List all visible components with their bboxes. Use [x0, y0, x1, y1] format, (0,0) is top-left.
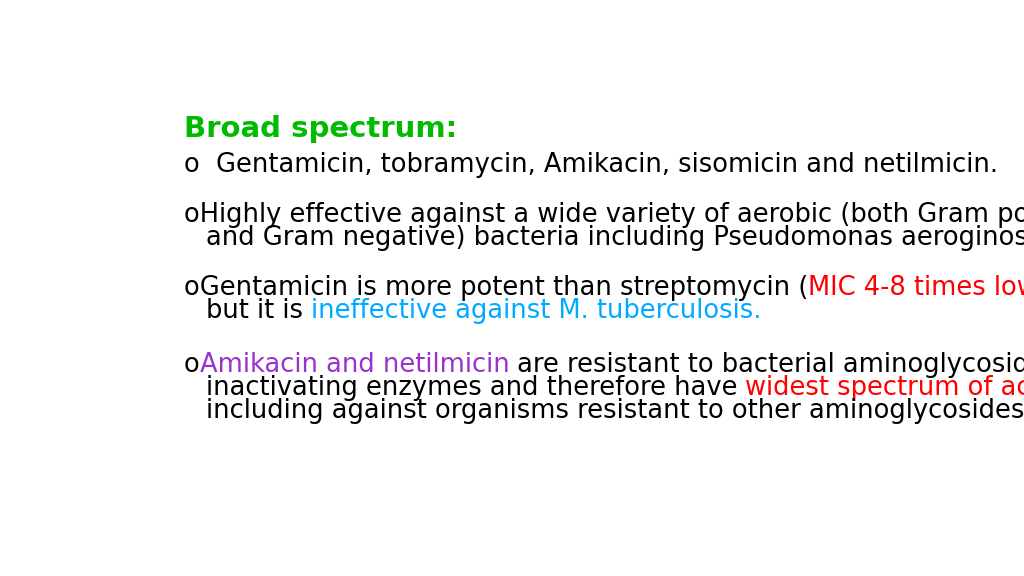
Text: widest spectrum of activity: widest spectrum of activity [745, 375, 1024, 401]
Text: including against organisms resistant to other aminoglycosides.: including against organisms resistant to… [206, 398, 1024, 424]
Text: inactivating enzymes and therefore have: inactivating enzymes and therefore have [206, 375, 745, 401]
Text: o: o [183, 352, 200, 378]
Text: and Gram negative) bacteria including Pseudomonas aeroginosa.: and Gram negative) bacteria including Ps… [206, 225, 1024, 251]
Text: ineffective against M. tuberculosis.: ineffective against M. tuberculosis. [310, 298, 761, 324]
Text: but it is: but it is [206, 298, 310, 324]
Text: Amikacin and netilmicin: Amikacin and netilmicin [200, 352, 509, 378]
Text: MIC 4-8 times lower: MIC 4-8 times lower [808, 275, 1024, 301]
Text: oHighly effective against a wide variety of aerobic (both Gram positive: oHighly effective against a wide variety… [183, 202, 1024, 228]
Text: Broad spectrum:: Broad spectrum: [183, 115, 457, 143]
Text: oGentamicin is more potent than streptomycin (: oGentamicin is more potent than streptom… [183, 275, 808, 301]
Text: o  Gentamicin, tobramycin, Amikacin, sisomicin and netilmicin.: o Gentamicin, tobramycin, Amikacin, siso… [183, 151, 997, 177]
Text: are resistant to bacterial aminoglycoside: are resistant to bacterial aminoglycosid… [509, 352, 1024, 378]
